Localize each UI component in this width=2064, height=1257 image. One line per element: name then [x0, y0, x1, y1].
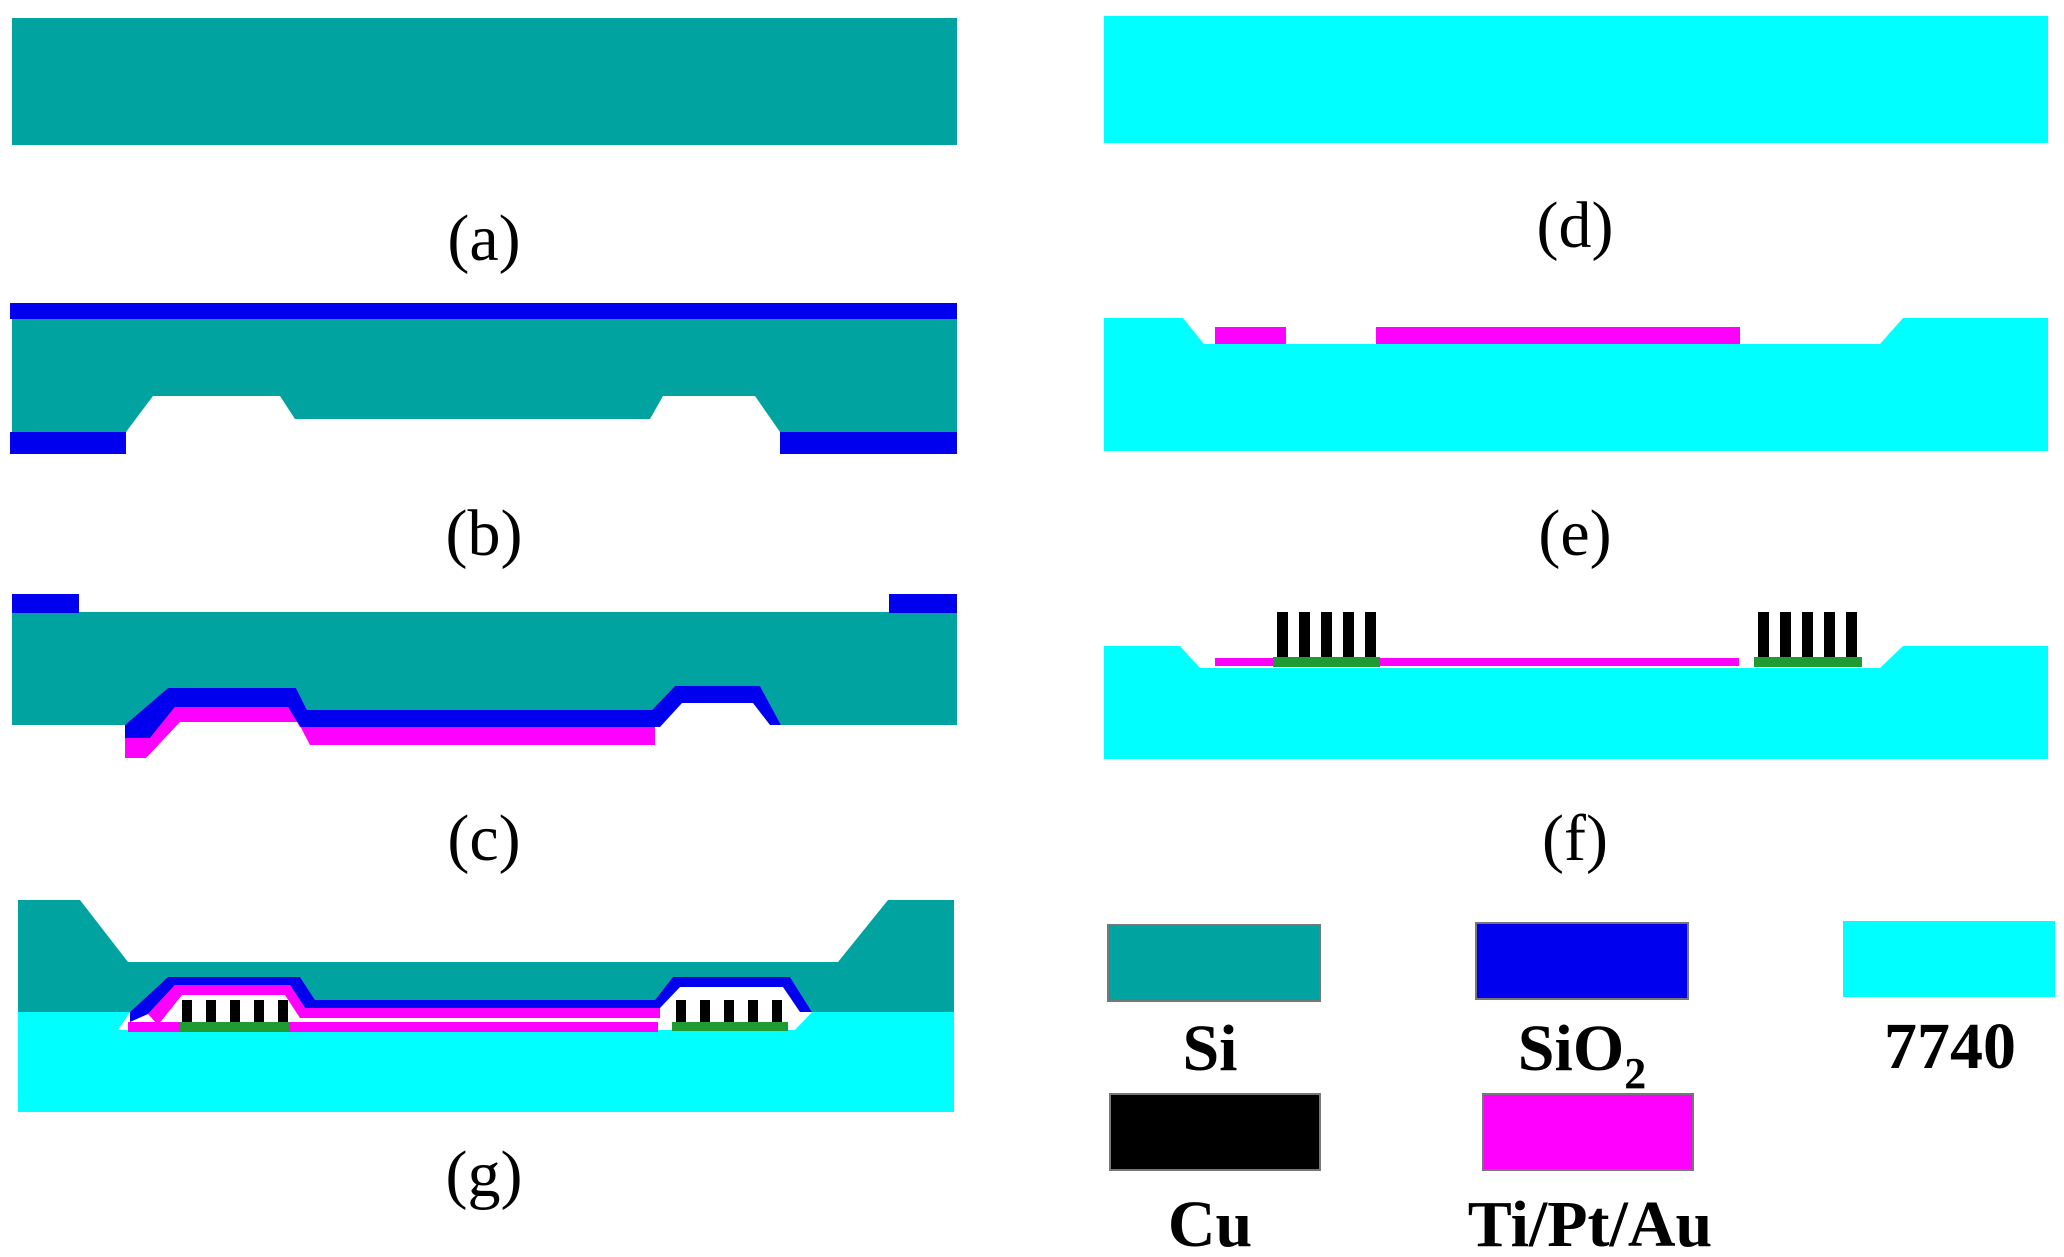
legend-item-7740: 7740 [1843, 921, 2055, 1083]
tiptau-bottom-film [128, 1022, 658, 1032]
step-e-caption: (e) [1538, 497, 1611, 570]
cu-pillar [700, 1000, 710, 1022]
cu-pillar-array-right [1754, 612, 1862, 667]
seed-layer [180, 1022, 290, 1031]
step-g-caption: (g) [446, 1138, 523, 1211]
tiptau-film [1215, 658, 1739, 666]
legend-swatch-7740 [1843, 921, 2055, 997]
step-e: (e) [1104, 318, 2048, 570]
glass-wafer-recessed [1104, 318, 2048, 451]
cu-pillar-array-left [1273, 612, 1380, 667]
tiptau-electrode-center [1376, 327, 1740, 344]
glass-wafer [1104, 16, 2048, 143]
legend-label-sio2-base: SiO [1518, 1012, 1624, 1085]
cu-pillar [254, 1000, 264, 1022]
tiptau-electrode-left [1215, 327, 1286, 344]
legend-swatch-sio2 [1475, 922, 1689, 1000]
tiptau-film [125, 707, 655, 758]
cu-pillar [1365, 612, 1376, 657]
legend-label-7740: 7740 [1884, 1010, 2016, 1083]
cu-pillar [1802, 612, 1813, 657]
legend-swatch-tiptau [1482, 1093, 1694, 1171]
cu-pillar [1758, 612, 1769, 657]
step-a-caption: (a) [447, 202, 520, 275]
step-c: (c) [12, 594, 957, 875]
step-a: (a) [12, 18, 957, 275]
step-b: (b) [10, 303, 957, 570]
legend-label-cu: Cu [1168, 1188, 1252, 1257]
cu-pillar [230, 1000, 240, 1022]
cu-pillar [1299, 612, 1310, 657]
legend-item-tiptau: Ti/Pt/Au [1468, 1093, 1713, 1257]
cu-pillar [206, 1000, 216, 1022]
cu-pillar [1321, 612, 1332, 657]
legend-label-si: Si [1182, 1012, 1237, 1085]
step-f: (f) [1104, 612, 2048, 875]
cu-pillar [182, 1000, 192, 1022]
cu-pillar [1780, 612, 1791, 657]
legend-item-cu: Cu [1109, 1093, 1321, 1257]
step-d-caption: (d) [1537, 189, 1614, 262]
glass-wafer-recessed [1104, 646, 2048, 759]
step-f-caption: (f) [1542, 802, 1608, 875]
sio2-top-left [12, 594, 79, 613]
sio2-cavity-lining [125, 686, 781, 738]
step-c-caption: (c) [447, 802, 520, 875]
step-g: (g) [18, 900, 954, 1211]
legend-label-sio2-subscript: 2 [1624, 1049, 1646, 1098]
legend: Si SiO2 7740 Cu Ti/Pt/Au [1107, 921, 2055, 1257]
cu-pillar [1343, 612, 1354, 657]
legend-label-tiptau: Ti/Pt/Au [1468, 1188, 1713, 1257]
cu-pillar [278, 1000, 288, 1022]
seed-layer [1273, 657, 1380, 667]
tiptau-film [148, 985, 660, 1025]
step-d: (d) [1104, 16, 2048, 262]
sio2-top-layer [10, 303, 957, 319]
legend-swatch-cu [1109, 1093, 1321, 1171]
cu-pillar [748, 1000, 758, 1022]
sio2-bottom-right [780, 432, 957, 454]
si-wafer [12, 18, 957, 145]
sio2-bottom-left [10, 432, 126, 454]
legend-swatch-si [1107, 924, 1321, 1002]
cu-pillar [676, 1000, 686, 1022]
legend-label-sio2: SiO2 [1518, 1012, 1646, 1098]
legend-item-sio2: SiO2 [1475, 922, 1689, 1098]
cu-pillar [724, 1000, 734, 1022]
step-b-caption: (b) [446, 497, 523, 570]
cu-pillar [1824, 612, 1835, 657]
si-wafer-etched [12, 318, 957, 432]
cu-pillar-array-left [180, 1000, 290, 1031]
cu-pillar [1277, 612, 1288, 657]
sio2-chamber-lining [130, 977, 812, 1022]
cu-pillar-array-right [672, 1000, 788, 1031]
cu-pillar [772, 1000, 782, 1022]
sio2-top-right [889, 594, 957, 613]
seed-layer [672, 1022, 788, 1031]
cu-pillar [1846, 612, 1857, 657]
seed-layer [1754, 657, 1862, 667]
legend-item-si: Si [1107, 924, 1321, 1085]
